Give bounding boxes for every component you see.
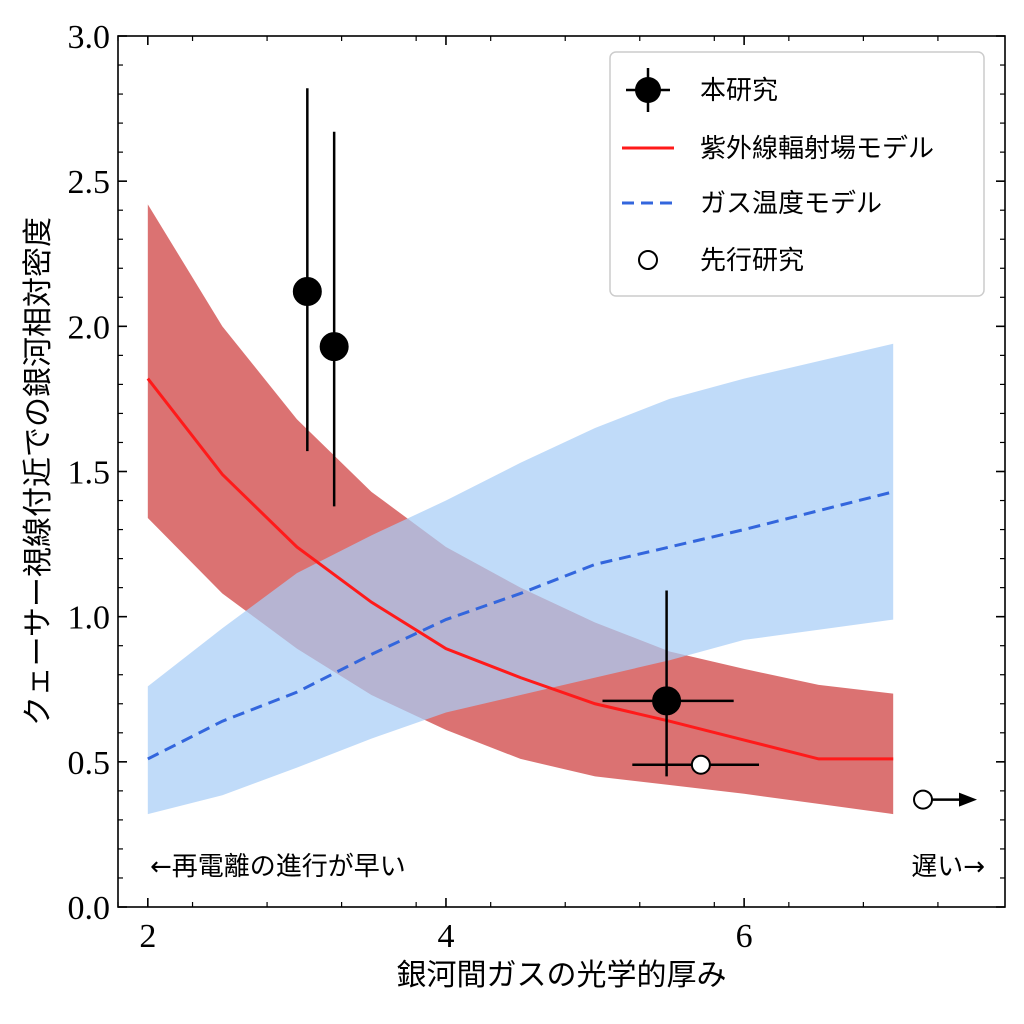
axis-ticks: 2 4 6 0.0 0.5 1.0 1.5 2.0 2.5 3.0 <box>68 19 1005 955</box>
x-tick-label: 6 <box>736 918 753 955</box>
legend-marker-filled <box>635 77 661 103</box>
y-tick-label: 1.5 <box>68 455 111 492</box>
model-bands <box>147 204 894 815</box>
data-point-previous-study <box>690 754 711 775</box>
data-point-this-study <box>652 686 682 716</box>
y-tick-label: 2.0 <box>68 309 111 346</box>
x-axis-label: 銀河間ガスの光学的厚み <box>397 958 727 993</box>
legend-box <box>609 51 985 297</box>
annotation-left: ←再電離の進行が早い <box>150 852 406 882</box>
y-axis-label: クェーサー視線付近での銀河相対密度 <box>21 217 56 726</box>
model-lines <box>146 377 894 761</box>
data-points <box>292 88 978 810</box>
limit-arrow-head <box>959 792 978 807</box>
legend-label: 先行研究 <box>700 246 804 276</box>
line-uv <box>146 377 894 761</box>
annotation-right: 遅い→ <box>911 852 985 882</box>
legend-label: 紫外線輻射場モデル <box>700 134 934 164</box>
legend-label: 本研究 <box>700 76 778 106</box>
x-tick-label: 2 <box>139 918 156 955</box>
data-point-this-study <box>292 276 322 306</box>
band-gas <box>147 343 894 815</box>
y-tick-label: 3.0 <box>68 19 111 56</box>
y-tick-label: 1.0 <box>68 600 111 637</box>
x-tick-label: 4 <box>437 918 454 955</box>
y-tick-label: 2.5 <box>68 164 111 201</box>
data-point-previous-study <box>913 789 934 810</box>
legend-marker-open <box>638 250 658 270</box>
y-tick-label: 0.5 <box>68 745 111 782</box>
data-point-this-study <box>319 332 349 362</box>
y-tick-label: 0.0 <box>68 890 111 927</box>
line-gas <box>147 490 894 761</box>
legend-label: ガス温度モデル <box>700 189 882 219</box>
